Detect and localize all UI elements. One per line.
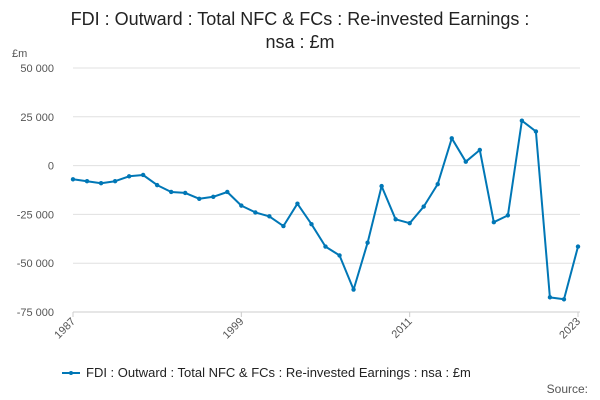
y-tick-label: 50 000 [20, 63, 54, 75]
data-point[interactable] [351, 287, 356, 292]
x-tick-label: 1987 [52, 316, 78, 342]
data-point[interactable] [112, 179, 118, 184]
source-label: Source: [546, 382, 588, 396]
data-point[interactable] [70, 177, 76, 182]
data-point[interactable] [561, 297, 567, 302]
data-point[interactable] [491, 220, 497, 225]
chart-title: FDI : Outward : Total NFC & FCs : Re-inv… [0, 8, 600, 54]
chart-title-line-2: nsa : £m [265, 32, 335, 52]
data-point[interactable] [505, 213, 511, 218]
x-tick-label: 2023 [557, 316, 583, 342]
data-point[interactable] [533, 129, 539, 134]
data-point[interactable] [225, 189, 230, 195]
y-tick-label: -25 000 [17, 209, 54, 221]
legend-series-label: FDI : Outward : Total NFC & FCs : Re-inv… [86, 365, 471, 380]
data-point[interactable] [84, 179, 90, 184]
data-point[interactable] [449, 136, 454, 141]
data-point[interactable] [519, 118, 525, 123]
legend-line-marker-icon [62, 368, 80, 378]
y-tick-label: 0 [48, 161, 54, 173]
data-point[interactable] [309, 221, 314, 227]
data-point[interactable] [239, 203, 244, 208]
x-tick-label: 2011 [390, 316, 415, 341]
data-point[interactable] [463, 159, 468, 164]
data-point[interactable] [421, 204, 426, 209]
data-point[interactable] [435, 181, 440, 187]
data-point[interactable] [547, 295, 553, 300]
data-point[interactable] [168, 189, 174, 195]
y-tick-label: -50 000 [17, 258, 54, 270]
data-point[interactable] [154, 182, 160, 188]
series-layer [70, 118, 581, 302]
data-point[interactable] [295, 201, 300, 206]
y-tick-label: 25 000 [20, 112, 54, 124]
data-point[interactable] [98, 180, 104, 186]
legend[interactable]: FDI : Outward : Total NFC & FCs : Re-inv… [62, 365, 471, 380]
series-line [72, 119, 579, 301]
data-point[interactable] [211, 194, 216, 200]
data-point[interactable] [477, 147, 483, 153]
gridlines [73, 67, 580, 313]
data-point[interactable] [337, 253, 342, 258]
data-point[interactable] [575, 244, 581, 249]
y-axis-unit-label: £m [12, 48, 27, 60]
data-point[interactable] [393, 217, 398, 222]
chart-title-line-1: FDI : Outward : Total NFC & FCs : Re-inv… [70, 9, 530, 29]
data-point[interactable] [126, 174, 132, 179]
data-point[interactable] [197, 196, 202, 201]
data-point[interactable] [281, 223, 286, 229]
data-point[interactable] [140, 172, 146, 178]
data-point[interactable] [253, 210, 258, 215]
data-point[interactable] [407, 220, 412, 226]
data-point[interactable] [323, 244, 328, 249]
y-tick-label: -75 000 [17, 307, 54, 319]
data-point[interactable] [365, 240, 370, 245]
data-point[interactable] [379, 183, 384, 189]
data-point[interactable] [267, 214, 272, 219]
x-tick-label: 1999 [221, 316, 247, 342]
data-point[interactable] [183, 190, 188, 196]
